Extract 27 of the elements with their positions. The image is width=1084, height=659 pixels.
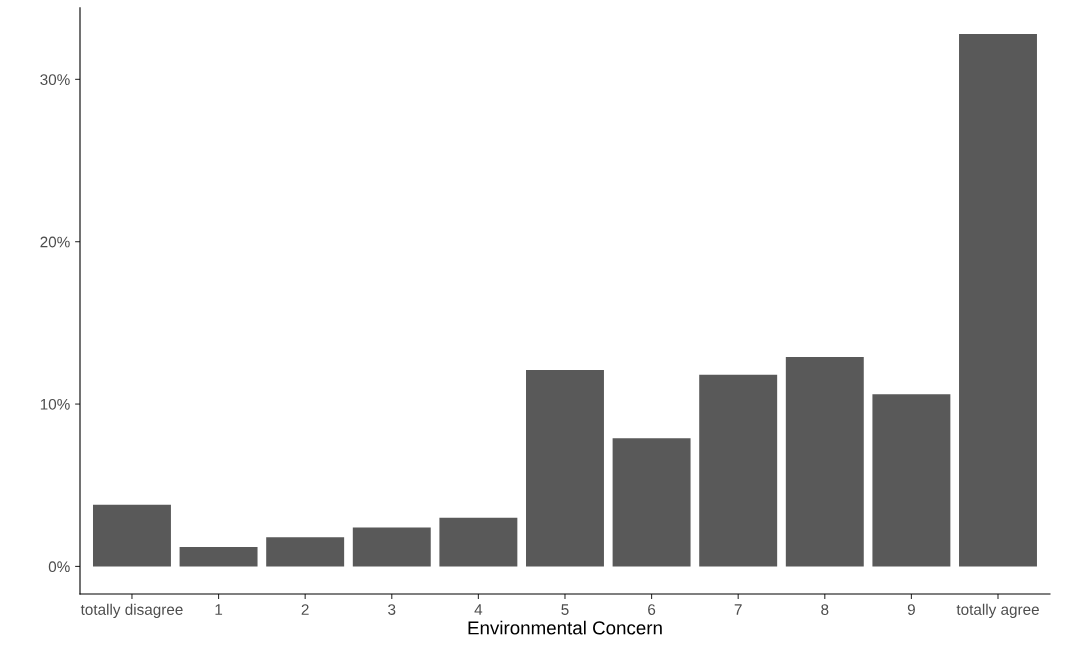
bar bbox=[92, 504, 171, 567]
bar bbox=[179, 546, 258, 567]
y-tick-label: 30% bbox=[40, 74, 70, 86]
x-tick-label: totally agree bbox=[956, 603, 1039, 618]
bar bbox=[699, 374, 778, 567]
x-tick-label: 3 bbox=[388, 604, 396, 615]
x-tick-label: 7 bbox=[734, 604, 742, 615]
bar bbox=[352, 527, 431, 567]
bar bbox=[439, 517, 518, 567]
x-tick-label: 6 bbox=[648, 604, 656, 615]
x-tick-label: 2 bbox=[301, 604, 309, 615]
x-tick-label: 5 bbox=[561, 604, 569, 615]
y-tick-label: 10% bbox=[40, 398, 70, 410]
x-tick-label: 8 bbox=[821, 604, 829, 615]
y-tick-label: 20% bbox=[40, 236, 70, 248]
y-tick-label: 0% bbox=[48, 561, 70, 573]
bar bbox=[266, 537, 345, 567]
x-tick-label: 9 bbox=[907, 604, 915, 615]
bar bbox=[612, 438, 691, 567]
x-tick-label: 1 bbox=[215, 604, 223, 615]
bar bbox=[785, 356, 864, 567]
bar bbox=[526, 369, 604, 567]
x-tick-label: totally disagree bbox=[80, 603, 183, 618]
bar bbox=[959, 33, 1037, 567]
bar bbox=[872, 394, 951, 567]
x-tick-label: 4 bbox=[474, 604, 483, 615]
x-axis-title: Environmental Concern bbox=[468, 620, 662, 635]
